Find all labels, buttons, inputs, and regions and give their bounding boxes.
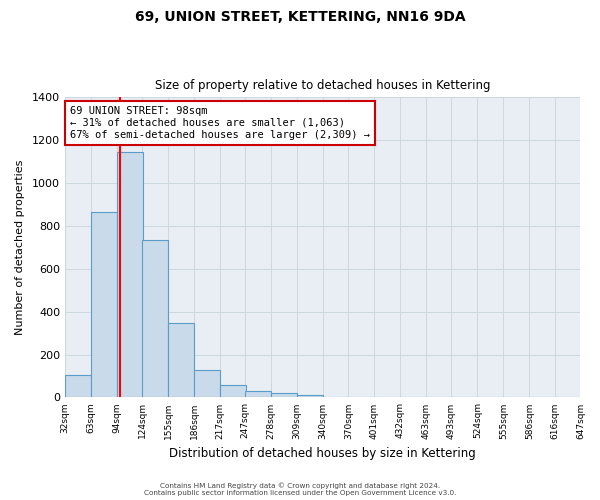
Bar — [142, 240, 168, 398]
Text: 69 UNION STREET: 98sqm
← 31% of detached houses are smaller (1,063)
67% of semi-: 69 UNION STREET: 98sqm ← 31% of detached… — [70, 106, 370, 140]
Bar — [271, 393, 297, 398]
Bar — [245, 391, 271, 398]
Bar — [297, 395, 323, 398]
Text: Contains public sector information licensed under the Open Government Licence v3: Contains public sector information licen… — [144, 490, 456, 496]
Bar — [194, 370, 220, 398]
X-axis label: Distribution of detached houses by size in Kettering: Distribution of detached houses by size … — [169, 447, 476, 460]
Bar — [65, 375, 91, 398]
Title: Size of property relative to detached houses in Kettering: Size of property relative to detached ho… — [155, 79, 490, 92]
Bar — [220, 384, 246, 398]
Bar — [91, 212, 117, 398]
Bar — [117, 152, 143, 398]
Text: Contains HM Land Registry data © Crown copyright and database right 2024.: Contains HM Land Registry data © Crown c… — [160, 482, 440, 489]
Y-axis label: Number of detached properties: Number of detached properties — [15, 160, 25, 335]
Text: 69, UNION STREET, KETTERING, NN16 9DA: 69, UNION STREET, KETTERING, NN16 9DA — [134, 10, 466, 24]
Bar — [168, 324, 194, 398]
